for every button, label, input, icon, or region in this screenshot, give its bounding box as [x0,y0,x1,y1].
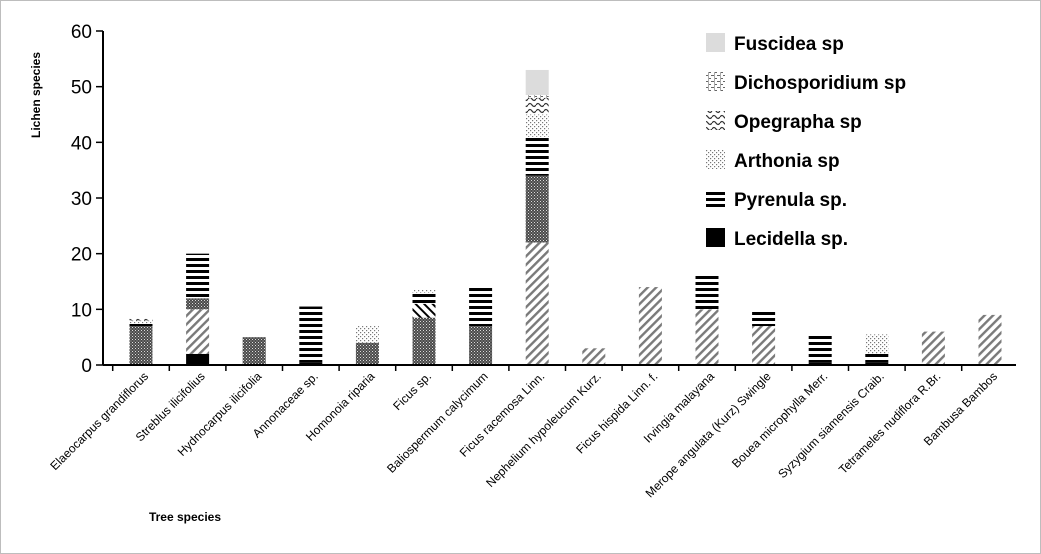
bar-segment [129,320,153,324]
bar-segment [412,317,436,365]
x-tick-label: Ficus sp. [390,369,434,413]
bar-segment [808,362,832,365]
bar-segment [695,275,719,310]
y-tick-label: 10 [71,300,92,321]
x-tick-label: Bouea microphylla Merr. [729,369,830,470]
legend-label: Dichosporidium sp [734,73,906,94]
bar-segment [129,323,153,327]
bar-segment [299,362,323,365]
axes [102,31,1016,371]
y-axis-ticks: 0 10 20 30 40 50 60 [71,22,103,377]
bar-segment [129,317,153,321]
legend-swatch [706,189,725,208]
legend-label: Pyrenula sp. [734,190,847,211]
bar-segment [582,348,606,365]
x-axis-title: Tree species [149,510,221,524]
bar-segment [695,309,719,365]
legend-swatch [706,33,725,52]
legend-label: Arthonia sp [734,151,840,172]
legend-label: Lecidella sp. [734,229,848,250]
bar-segment [921,331,945,365]
x-tick-label: Tetrameles nudiflora R.Br. [836,369,944,477]
y-axis-title: Lichen species [29,52,43,138]
bar-segment [865,362,889,365]
x-tick-label: Nephelium hypoleucum Kurz. [483,369,604,490]
bar-segment [865,334,889,354]
legend: Fuscidea sp Dichosporidium sp Opegrapha sp… [706,33,906,250]
bar-segment [978,314,1002,365]
bar-segment [808,334,832,363]
bar-segment [752,326,776,365]
bar-segment [525,97,549,115]
bar-segment [638,287,662,365]
x-tick-label: Syzygium siamensis Craib. [775,369,887,481]
y-tick-label: 20 [71,245,92,266]
y-tick-label: 30 [71,189,92,210]
bar-segment [412,292,436,304]
y-tick-label: 50 [71,78,92,99]
legend-label: Opegrapha sp [734,112,862,133]
bar-segment [186,253,210,299]
legend-swatch [706,150,725,169]
legend-swatch [706,111,725,130]
bar-segment [412,303,436,318]
bar-segment [186,298,210,310]
bar-segment [469,287,493,327]
y-tick-label: 0 [81,356,92,377]
bars [129,69,1002,365]
bar-segment [186,353,210,365]
bar-segment [525,95,549,98]
y-tick-label: 40 [71,133,92,154]
bar-segment [412,289,436,293]
legend-swatch [706,72,725,91]
x-tick-label: Elaeocarpus grandiflorus [47,369,151,473]
x-tick-label: Baliospermum calycimum [384,369,491,476]
legend-label: Fuscidea sp [734,34,844,55]
bar-segment [752,309,776,327]
bar-segment [525,175,549,243]
bar-segment [469,326,493,365]
bar-segment [525,114,549,137]
bar-segment [525,242,549,365]
bar-segment [242,337,266,365]
bar-segment [355,326,379,343]
y-tick-label: 60 [71,22,92,43]
bar-segment [525,69,549,96]
bar-segment [186,309,210,354]
bar-segment [865,353,889,363]
bar-segment [355,342,379,365]
bar-segment [299,306,323,363]
bar-segment [129,326,153,365]
legend-swatch [706,228,725,247]
bar-segment [525,136,549,176]
